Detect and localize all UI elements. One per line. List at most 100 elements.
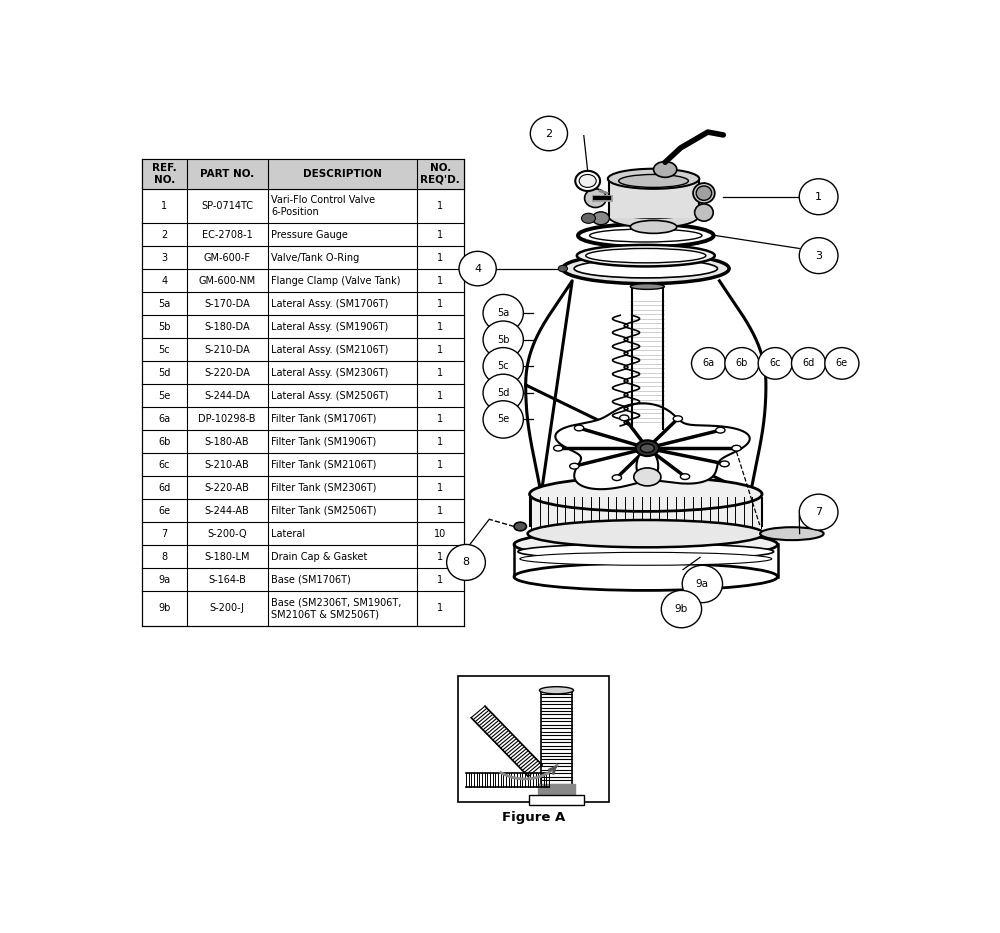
Circle shape [661,591,702,628]
Text: S-210-AB: S-210-AB [205,460,249,469]
Polygon shape [609,179,699,216]
Ellipse shape [680,474,690,480]
Text: 1: 1 [815,192,822,202]
Text: 1: 1 [437,230,443,240]
Circle shape [483,321,523,358]
Text: GM-600-F: GM-600-F [204,253,251,263]
Ellipse shape [514,530,778,559]
Polygon shape [471,706,542,776]
Text: 5d: 5d [497,388,509,397]
Polygon shape [514,545,778,577]
Polygon shape [526,281,766,494]
Text: 6c: 6c [769,358,781,369]
Ellipse shape [579,174,596,188]
Ellipse shape [514,564,778,591]
Text: 4: 4 [474,264,481,273]
Text: 4: 4 [161,276,167,285]
Ellipse shape [716,427,725,433]
Ellipse shape [578,224,714,247]
Text: 7: 7 [815,508,822,517]
Ellipse shape [554,445,563,451]
Text: 6d: 6d [802,358,815,369]
Ellipse shape [634,468,661,486]
Ellipse shape [562,254,729,284]
Ellipse shape [558,265,568,272]
Text: 6a: 6a [158,413,170,424]
Circle shape [725,348,759,379]
Text: S-164-B: S-164-B [208,575,246,585]
Text: 1: 1 [437,575,443,585]
Circle shape [792,348,826,379]
Text: PART NO.: PART NO. [200,169,254,179]
Text: Filter Tank (SM2506T): Filter Tank (SM2506T) [271,506,377,516]
Circle shape [447,545,485,580]
Text: DP-10298-B: DP-10298-B [198,413,256,424]
Ellipse shape [609,197,698,218]
Text: Pressure Gauge: Pressure Gauge [271,230,348,240]
Ellipse shape [592,212,609,225]
Text: Lateral Assy. (SM2106T): Lateral Assy. (SM2106T) [271,345,389,355]
Text: 1: 1 [437,299,443,309]
Text: S-180-LM: S-180-LM [204,551,250,562]
Ellipse shape [609,206,698,228]
Ellipse shape [620,415,629,421]
Polygon shape [632,286,663,429]
Ellipse shape [693,183,715,203]
Text: Lateral Assy. (SM1906T): Lateral Assy. (SM1906T) [271,322,389,332]
Text: S-220-AB: S-220-AB [205,482,249,493]
Ellipse shape [732,445,741,451]
Text: S-220-DA: S-220-DA [204,368,250,378]
Text: 1: 1 [437,276,443,285]
Circle shape [692,348,726,379]
Circle shape [483,401,523,439]
Text: Base (SM2306T, SM1906T,
SM2106T & SM2506T): Base (SM2306T, SM1906T, SM2106T & SM2506… [271,597,402,620]
Circle shape [483,295,523,332]
Ellipse shape [574,425,584,431]
Circle shape [483,348,523,385]
Ellipse shape [520,552,772,565]
Text: S-244-DA: S-244-DA [204,391,250,401]
Ellipse shape [636,440,659,456]
Text: 5e: 5e [497,414,509,425]
Text: GM-600-NM: GM-600-NM [198,276,256,285]
Text: Filter Tank (SM1906T): Filter Tank (SM1906T) [271,437,377,447]
Polygon shape [142,159,464,188]
Text: S-200-Q: S-200-Q [207,529,247,538]
Bar [458,675,609,801]
Text: 5c: 5c [158,345,170,355]
Ellipse shape [530,477,762,511]
Text: 1: 1 [437,345,443,355]
Text: 5a: 5a [497,308,509,318]
Text: SP-0714TC: SP-0714TC [201,202,253,211]
Text: 9b: 9b [158,604,170,613]
Circle shape [799,238,838,273]
Text: 1: 1 [437,368,443,378]
Text: 9b: 9b [675,604,688,614]
Text: 6e: 6e [836,358,848,369]
Circle shape [799,179,838,215]
Ellipse shape [514,522,526,531]
Polygon shape [538,784,575,798]
Text: Filter Tank (SM1706T): Filter Tank (SM1706T) [271,413,377,424]
Ellipse shape [673,416,682,422]
Text: Filter Tank (SM2106T): Filter Tank (SM2106T) [271,460,377,469]
Text: 5c: 5c [497,361,509,371]
Text: 1: 1 [437,202,443,211]
Ellipse shape [590,230,702,242]
Text: Lateral Assy. (SM1706T): Lateral Assy. (SM1706T) [271,299,389,309]
Text: DESCRIPTION: DESCRIPTION [303,169,382,179]
Text: S-200-J: S-200-J [210,604,245,613]
Text: Base (SM1706T): Base (SM1706T) [271,575,351,585]
Text: 2: 2 [161,230,167,240]
Ellipse shape [619,174,688,188]
Ellipse shape [760,527,824,540]
Polygon shape [555,403,750,489]
Text: 1: 1 [437,413,443,424]
Ellipse shape [577,244,715,267]
Text: 6b: 6b [158,437,170,447]
Text: S-180-DA: S-180-DA [204,322,250,332]
Text: S-244-AB: S-244-AB [205,506,249,516]
Text: 5b: 5b [158,322,171,332]
Ellipse shape [696,186,712,201]
Text: 6b: 6b [736,358,748,369]
